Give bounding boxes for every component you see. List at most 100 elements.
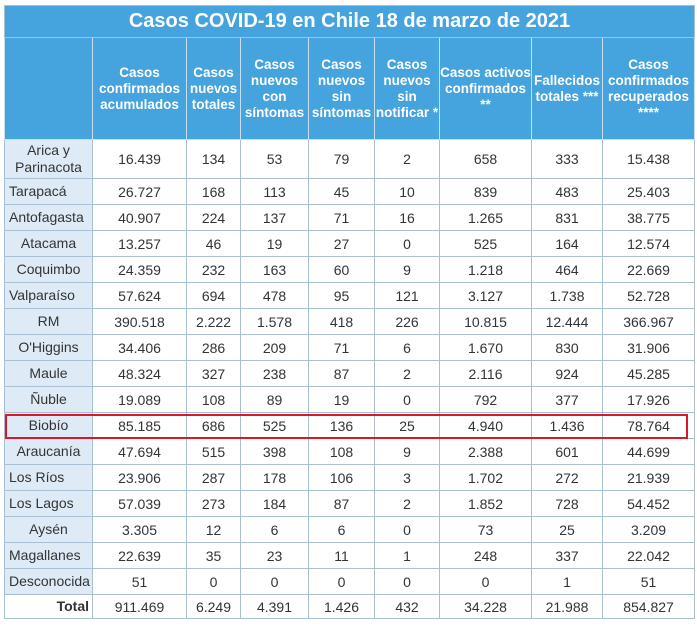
region-name: Coquimbo: [4, 256, 93, 283]
cell-value: 10.815: [439, 308, 532, 335]
cell-value: 226: [374, 308, 440, 335]
header-region: [4, 37, 93, 140]
cell-value: 78.764: [601, 412, 696, 439]
cell-value: 87: [308, 360, 375, 387]
cell-value: 1.852: [439, 490, 532, 517]
table-row: Antofagasta 40.907 224 137 71 16 1.265 831 38.77…: [4, 204, 696, 231]
cell-value: 137: [240, 204, 309, 231]
cell-value: 830: [531, 334, 603, 361]
cell-value: 0: [240, 568, 309, 595]
cell-value: 1: [374, 542, 440, 569]
cell-value: 71: [308, 204, 375, 231]
cell-value: 46: [186, 230, 241, 257]
region-name: Magallanes: [4, 542, 93, 569]
table-row: Arica y Parinacota 16.439 134 53 79 2 658 333 15…: [4, 139, 696, 179]
cell-value: 16: [374, 204, 440, 231]
cell-value: 54.452: [601, 490, 696, 517]
table-row: Ñuble 19.089 108 89 19 0 792 377 17.926: [4, 386, 696, 413]
cell-value: 694: [186, 282, 241, 309]
cell-value: 16.439: [92, 139, 187, 179]
cell-value: 12.574: [601, 230, 696, 257]
cell-value: 377: [531, 386, 603, 413]
cell-value: 178: [240, 464, 309, 491]
cell-value: 47.694: [92, 438, 187, 465]
table-row: Aysén 3.305 12 6 6 0 73 25 3.209: [4, 516, 696, 543]
cell-value: 272: [531, 464, 603, 491]
header-activos-confirmados: Casos activos confirmados **: [439, 37, 532, 140]
cell-value: 17.926: [601, 386, 696, 413]
header-confirmados-acumulados: Casos confirmados acumulados: [92, 37, 187, 140]
region-name: Atacama: [4, 230, 93, 257]
cell-value: 333: [531, 139, 603, 179]
cell-value: 13.257: [92, 230, 187, 257]
cell-value: 525: [240, 412, 309, 439]
cell-value: 12: [186, 516, 241, 543]
region-name: Biobío: [4, 412, 93, 439]
cell-value: 27: [308, 230, 375, 257]
cell-value: 52.728: [601, 282, 696, 309]
cell-value: 23.906: [92, 464, 187, 491]
cell-value: 38.775: [601, 204, 696, 231]
cell-value: 57.039: [92, 490, 187, 517]
cell-value: 23: [240, 542, 309, 569]
cell-value: 3.209: [601, 516, 696, 543]
cell-value: 40.907: [92, 204, 187, 231]
total-value: 21.988: [531, 594, 603, 619]
table-row: Biobío 85.185 686 525 136 25 4.940 1.436 78.764: [4, 412, 696, 439]
cell-value: 3.305: [92, 516, 187, 543]
region-name: Los Ríos: [4, 464, 93, 491]
cell-value: 87: [308, 490, 375, 517]
cell-value: 337: [531, 542, 603, 569]
cell-value: 0: [374, 516, 440, 543]
cell-value: 136: [308, 412, 375, 439]
total-value: 854.827: [601, 594, 696, 619]
cell-value: 45: [308, 178, 375, 205]
cell-value: 0: [374, 230, 440, 257]
cell-value: 108: [186, 386, 241, 413]
cell-value: 57.624: [92, 282, 187, 309]
cell-value: 232: [186, 256, 241, 283]
cell-value: 1.218: [439, 256, 532, 283]
cell-value: 2.222: [186, 308, 241, 335]
cell-value: 89: [240, 386, 309, 413]
region-name: O'Higgins: [4, 334, 93, 361]
cell-value: 22.639: [92, 542, 187, 569]
cell-value: 4.940: [439, 412, 532, 439]
cell-value: 85.185: [92, 412, 187, 439]
region-name: Aysén: [4, 516, 93, 543]
cell-value: 25: [531, 516, 603, 543]
region-name: Araucanía: [4, 438, 93, 465]
cell-value: 19: [308, 386, 375, 413]
cell-value: 3.127: [439, 282, 532, 309]
total-value: 432: [374, 594, 440, 619]
cell-value: 1.578: [240, 308, 309, 335]
cell-value: 1.265: [439, 204, 532, 231]
region-name: Ñuble: [4, 386, 93, 413]
cell-value: 22.669: [601, 256, 696, 283]
table-row: Maule 48.324 327 238 87 2 2.116 924 45.285: [4, 360, 696, 387]
cell-value: 0: [374, 568, 440, 595]
cell-value: 0: [186, 568, 241, 595]
cell-value: 164: [531, 230, 603, 257]
cell-value: 11: [308, 542, 375, 569]
cell-value: 2: [374, 139, 440, 179]
cell-value: 73: [439, 516, 532, 543]
region-name: Maule: [4, 360, 93, 387]
cell-value: 238: [240, 360, 309, 387]
cell-value: 287: [186, 464, 241, 491]
total-value: 4.391: [240, 594, 309, 619]
cell-value: 19.089: [92, 386, 187, 413]
cell-value: 44.699: [601, 438, 696, 465]
region-name: Los Lagos: [4, 490, 93, 517]
cell-value: 163: [240, 256, 309, 283]
cell-value: 464: [531, 256, 603, 283]
region-name: Antofagasta: [4, 204, 93, 231]
table-row: Los Lagos 57.039 273 184 87 2 1.852 728 54.452: [4, 490, 696, 517]
cell-value: 831: [531, 204, 603, 231]
cell-value: 108: [308, 438, 375, 465]
cell-value: 9: [374, 438, 440, 465]
cell-value: 2.388: [439, 438, 532, 465]
cell-value: 34.406: [92, 334, 187, 361]
header-nuevos-sin-notificar: Casos nuevos sin notificar *: [374, 37, 440, 140]
cell-value: 248: [439, 542, 532, 569]
